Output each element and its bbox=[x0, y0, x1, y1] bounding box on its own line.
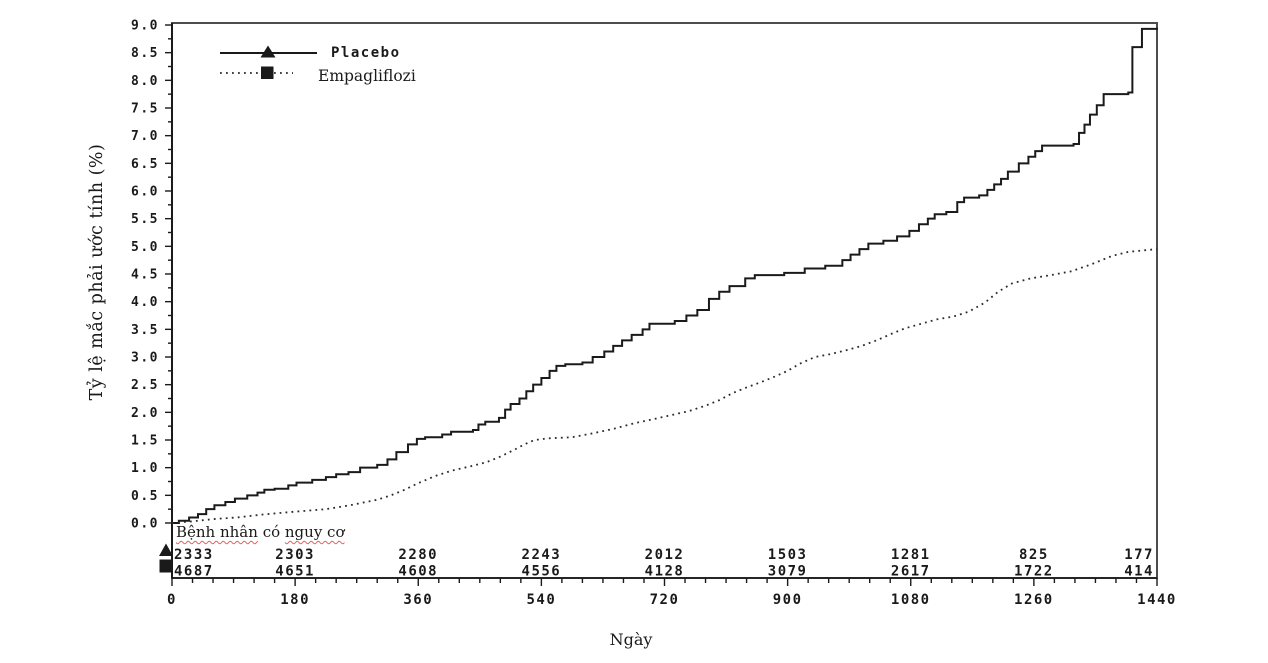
placebo-curve bbox=[172, 27, 1158, 524]
y-tick-label: 1.5 bbox=[131, 434, 159, 449]
risk-count-placebo: 2303 bbox=[275, 547, 315, 563]
risk-title-word-co: có bbox=[257, 523, 285, 541]
x-tick-label: 1260 bbox=[1014, 592, 1054, 608]
risk-table-title: Bệnh nhân có nguy cơ bbox=[176, 523, 345, 541]
risk-count-placebo: 2243 bbox=[522, 547, 562, 563]
risk-count-empagliflozi: 2617 bbox=[891, 564, 931, 580]
y-tick-label: 9.0 bbox=[131, 19, 159, 34]
risk-count-empagliflozi: 4128 bbox=[645, 564, 685, 580]
y-tick-label: 5.5 bbox=[131, 212, 159, 227]
y-tick-label: 8.0 bbox=[131, 74, 159, 89]
y-tick-label: 0.0 bbox=[131, 517, 159, 532]
risk-count-empagliflozi: 414 bbox=[1124, 564, 1154, 580]
risk-count-empagliflozi: 4556 bbox=[522, 564, 562, 580]
risk-count-placebo: 825 bbox=[1019, 547, 1049, 563]
y-tick-label: 4.5 bbox=[131, 268, 159, 283]
x-tick-label: 0 bbox=[167, 592, 177, 608]
plot-frame bbox=[171, 22, 1158, 579]
x-tick-label: 540 bbox=[526, 592, 556, 608]
risk-row-empagliflozin-square-icon bbox=[159, 559, 173, 573]
risk-count-placebo: 2012 bbox=[645, 547, 685, 563]
risk-count-empagliflozi: 4687 bbox=[174, 564, 214, 580]
y-tick-label: 7.0 bbox=[131, 129, 159, 144]
y-tick-label: 1.0 bbox=[131, 461, 159, 476]
risk-count-placebo: 177 bbox=[1124, 547, 1154, 563]
y-tick-label: 7.5 bbox=[131, 102, 159, 117]
y-tick-label: 0.5 bbox=[131, 489, 159, 504]
x-axis-title: Ngày bbox=[609, 630, 653, 649]
x-tick-label: 180 bbox=[280, 592, 310, 608]
risk-count-placebo: 2333 bbox=[174, 547, 214, 563]
x-tick-label: 360 bbox=[403, 592, 433, 608]
empagliflozin-curve bbox=[171, 248, 1158, 524]
y-tick-label: 5.0 bbox=[131, 240, 159, 255]
x-tick-label: 720 bbox=[650, 592, 680, 608]
risk-count-placebo: 1503 bbox=[768, 547, 808, 563]
x-tick-label: 1080 bbox=[891, 592, 931, 608]
y-tick-label: 3.5 bbox=[131, 323, 159, 338]
risk-title-word-nguy-co: nguy cơ bbox=[284, 523, 345, 541]
y-tick-label: 2.0 bbox=[131, 406, 159, 421]
x-tick-label: 900 bbox=[773, 592, 803, 608]
x-tick-label: 1440 bbox=[1137, 592, 1177, 608]
y-tick-label: 6.5 bbox=[131, 157, 159, 172]
legend-label-placebo: Placebo bbox=[331, 45, 401, 61]
y-tick-label: 2.5 bbox=[131, 378, 159, 393]
risk-count-empagliflozi: 4608 bbox=[398, 564, 438, 580]
risk-count-placebo: 2280 bbox=[398, 547, 438, 563]
y-axis-title: Tỷ lệ mắc phải ước tính (%) bbox=[87, 143, 107, 401]
risk-title-word-benh-nhan: Bệnh nhân bbox=[176, 523, 258, 541]
legend-empagliflozin-square-icon bbox=[261, 66, 274, 79]
y-tick-label: 4.0 bbox=[131, 295, 159, 310]
y-tick-label: 8.5 bbox=[131, 46, 159, 61]
risk-count-empagliflozi: 3079 bbox=[768, 564, 808, 580]
risk-row-placebo-triangle-icon bbox=[159, 543, 173, 556]
legend-placebo-triangle-icon bbox=[260, 45, 276, 58]
risk-count-empagliflozi: 4651 bbox=[275, 564, 315, 580]
y-tick-label: 6.0 bbox=[131, 185, 159, 200]
legend-label-empagliflozin: Empagliflozi bbox=[318, 67, 416, 85]
risk-count-empagliflozi: 1722 bbox=[1014, 564, 1054, 580]
risk-count-placebo: 1281 bbox=[891, 547, 931, 563]
y-tick-label: 3.0 bbox=[131, 351, 159, 366]
